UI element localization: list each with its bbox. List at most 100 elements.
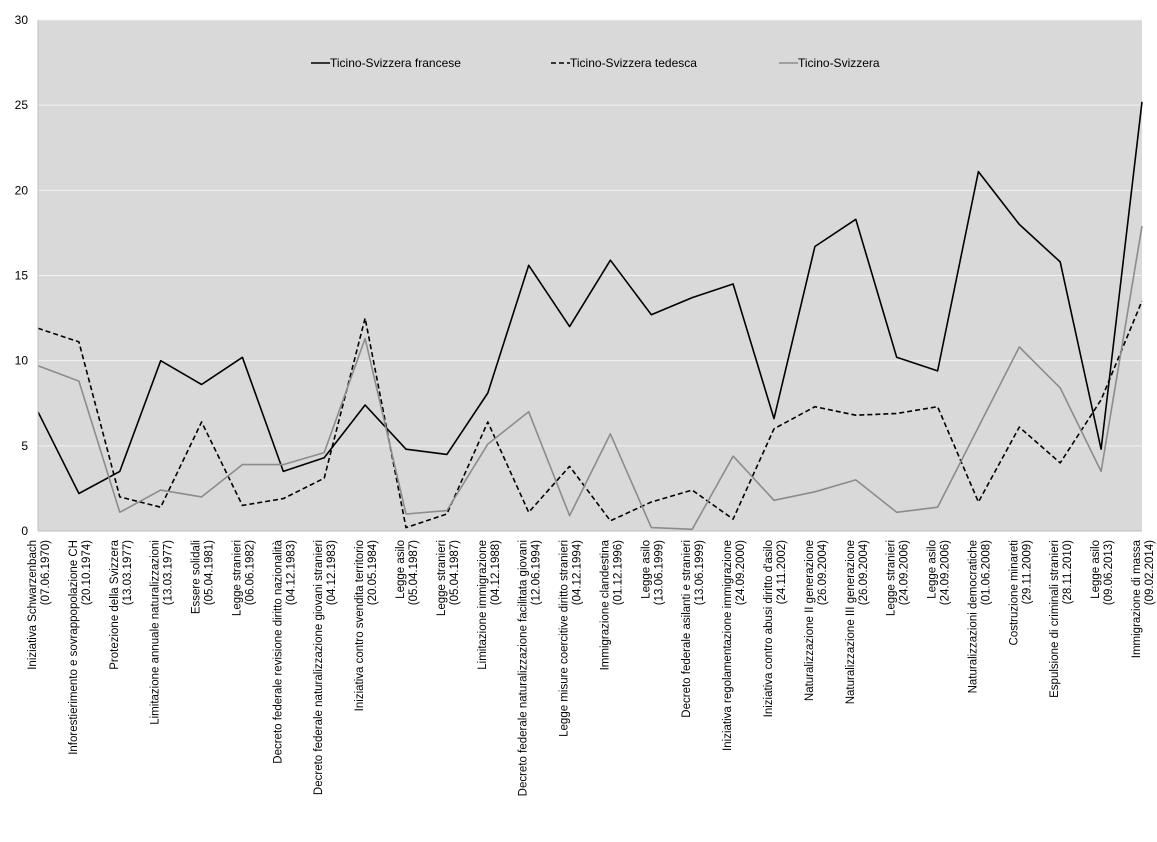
x-tick-label-line2: (24.09.2000) xyxy=(735,540,747,605)
x-tick-label-line1: Legge asilo xyxy=(640,540,652,599)
x-tick-label-line2: (06.06.1982) xyxy=(244,540,256,605)
x-tick-label-line2: (05.04.1981) xyxy=(204,540,216,605)
x-tick-label-line1: Limitazione immigrazione xyxy=(477,540,489,670)
x-tick-label: Decreto federale revisione diritto nazio… xyxy=(272,539,297,763)
x-tick-label: Iniziativa contro svendita territorio (20… xyxy=(354,540,379,711)
x-tick-label-line2: (24.11.2002) xyxy=(776,540,788,605)
y-tick-label: 10 xyxy=(15,354,29,368)
x-tick-label-line1: Legge asilo xyxy=(1090,540,1102,599)
x-tick-label-line1: Inforestierimento e sovrappopolazione CH xyxy=(68,540,80,755)
legend-label-1: Ticino-Svizzera francese xyxy=(330,56,461,70)
x-tick-label: Naturalizzazione II generazione (26.09.20… xyxy=(804,540,829,701)
x-tick-label-line1: Iniziativa regolamentazione immigrazione xyxy=(722,540,734,751)
x-tick-label-line2: (04.12.1983) xyxy=(326,540,338,605)
x-tick-label: Protezione della Svizzera (13.03.1977) xyxy=(109,539,134,669)
x-tick-label-line1: Decreto federale asilanti e stranieri xyxy=(681,540,693,718)
x-tick-label: Legge asilo (13.06.1999) xyxy=(640,540,665,605)
x-tick-label-line1: Naturalizzazione III generazione xyxy=(845,540,857,704)
x-tick-label-line2: (13.06.1999) xyxy=(694,540,706,605)
x-tick-label-line1: Limitazione annuale naturalizzazioni xyxy=(150,540,162,725)
x-tick-label: Decreto federale naturalizzazione facili… xyxy=(518,540,543,797)
x-tick-label-line2: (05.04.1987) xyxy=(408,540,420,605)
axes xyxy=(37,20,1142,532)
x-tick-label-line1: Iniziativa contro abusi diritto d'asilo xyxy=(763,540,775,717)
x-tick-label-line2: (01.06.2008) xyxy=(980,540,992,605)
y-tick-label: 20 xyxy=(15,183,29,197)
x-axis-category-labels: Iniziativa Schwarzenbach (07.06.1970) Info… xyxy=(27,539,1156,796)
x-tick-label-line1: Legge stranieri xyxy=(436,540,448,616)
y-axis-ticks: 0 5 10 15 20 25 30 xyxy=(15,13,29,538)
x-tick-label-line2: (13.03.1977) xyxy=(122,540,134,605)
x-tick-label-line2: (28.11.2010) xyxy=(1062,540,1074,605)
y-tick-label: 15 xyxy=(15,269,29,283)
series-lines xyxy=(37,101,1143,531)
x-tick-label-line1: Immigrazione clandestina xyxy=(599,539,611,670)
x-tick-label-line2: (26.09.2004) xyxy=(817,540,829,605)
gridlines xyxy=(38,19,1142,447)
legend-label-2: Ticino-Svizzera tedesca xyxy=(570,56,697,70)
y-tick-label: 5 xyxy=(21,439,28,453)
x-tick-label: Legge asilo (09.06.2013) xyxy=(1090,540,1115,605)
x-tick-label: Limitazione immigrazione (04.12.1988) xyxy=(477,540,502,670)
x-tick-label: Iniziativa Schwarzenbach (07.06.1970) xyxy=(27,540,52,670)
x-tick-label: Naturalizzazioni democratiche (01.06.2008… xyxy=(967,540,992,694)
y-tick-label: 30 xyxy=(15,13,29,27)
x-tick-label-line1: Iniziativa contro svendita territorio xyxy=(354,540,366,711)
x-tick-label: Essere solidali (05.04.1981) xyxy=(191,540,216,614)
x-tick-label-line1: Costruzione minareti xyxy=(1008,540,1020,645)
series-line-1 xyxy=(37,101,1143,495)
x-tick-label: Naturalizzazione III generazione (26.09.2… xyxy=(845,540,870,704)
x-tick-label: Limitazione annuale naturalizzazioni (13.… xyxy=(150,540,175,725)
x-tick-label-line2: (20.05.1984) xyxy=(367,540,379,605)
x-tick-label-line2: (09.06.2013) xyxy=(1103,540,1115,605)
x-tick-label-line1: Legge stranieri xyxy=(231,540,243,616)
x-tick-label: Immigrazione di massa (09.02.2014) xyxy=(1131,539,1156,658)
x-tick-label-line2: (04.12.1988) xyxy=(490,540,502,605)
x-tick-label-line2: (07.06.1970) xyxy=(40,540,52,605)
x-tick-label-line1: Legge misure coercitive diritto stranier… xyxy=(559,540,571,737)
series-line-3 xyxy=(37,225,1143,531)
x-tick-label: Decreto federale naturalizzazione giovan… xyxy=(313,540,338,795)
x-tick-label-line2: (12.06.1994) xyxy=(531,540,543,605)
legend: Ticino-Svizzera francese Ticino-Svizzera … xyxy=(311,56,880,70)
legend-label-3: Ticino-Svizzera xyxy=(798,56,880,70)
x-tick-label-line2: (04.12.1983) xyxy=(285,540,297,605)
series-line-2 xyxy=(37,300,1143,529)
x-tick-label-line2: (05.04.1987) xyxy=(449,540,461,605)
x-tick-label-line1: Naturalizzazioni democratiche xyxy=(967,540,979,693)
y-tick-label: 0 xyxy=(21,524,28,538)
x-tick-label-line2: (13.03.1977) xyxy=(163,540,175,605)
x-tick-label-line1: Iniziativa Schwarzenbach xyxy=(27,540,39,670)
x-tick-label-line2: (04.12.1994) xyxy=(572,540,584,605)
x-tick-label: Iniziativa regolamentazione immigrazione… xyxy=(722,540,747,751)
x-tick-label-line1: Immigrazione di massa xyxy=(1131,539,1143,658)
x-tick-label: Costruzione minareti (29.11.2009) xyxy=(1008,540,1033,646)
x-tick-label: Legge asilo (05.04.1987) xyxy=(395,540,420,605)
x-tick-label-line2: (09.02.2014) xyxy=(1144,540,1156,605)
x-tick-label-line1: Protezione della Svizzera xyxy=(109,539,121,669)
x-tick-label-line2: (29.11.2009) xyxy=(1021,540,1033,605)
x-tick-label-line1: Decreto federale naturalizzazione giovan… xyxy=(313,540,325,795)
x-tick-label-line2: (01.12.1996) xyxy=(612,540,624,605)
x-tick-label-line2: (24.09.2006) xyxy=(940,540,952,605)
x-tick-label-line1: Legge asilo xyxy=(395,540,407,599)
x-tick-label: Iniziativa contro abusi diritto d'asilo(… xyxy=(763,540,788,718)
x-tick-label-line2: (26.09.2004) xyxy=(858,540,870,605)
x-tick-label-line2: (13.06.1999) xyxy=(653,540,665,605)
x-tick-label: Legge stranieri (24.09.2006) xyxy=(886,540,911,616)
x-tick-label: Legge asilo (24.09.2006) xyxy=(927,540,952,605)
y-tick-label: 25 xyxy=(15,98,29,112)
x-tick-label-line2: (24.09.2006) xyxy=(899,540,911,605)
x-tick-label-line1: Legge stranieri xyxy=(886,540,898,616)
x-tick-label-line1: Decreto federale naturalizzazione facili… xyxy=(518,540,530,796)
x-tick-label-line1: Legge asilo xyxy=(927,540,939,599)
x-tick-label: Immigrazione clandestina (01.12.1996) xyxy=(599,539,624,670)
x-tick-label-line1: Essere solidali xyxy=(191,540,203,614)
x-tick-label: Legge stranieri (05.04.1987) xyxy=(436,540,461,616)
x-tick-label-line2: (20.10.1974) xyxy=(81,540,93,605)
x-tick-label-line1: Naturalizzazione II generazione xyxy=(804,540,816,701)
x-tick-label: Decreto federale asilanti e stranieri (13… xyxy=(681,540,706,718)
x-tick-label: Espulsione di criminali stranieri (28.11.… xyxy=(1049,540,1074,698)
x-tick-label-line1: Decreto federale revisione diritto nazio… xyxy=(272,539,284,763)
